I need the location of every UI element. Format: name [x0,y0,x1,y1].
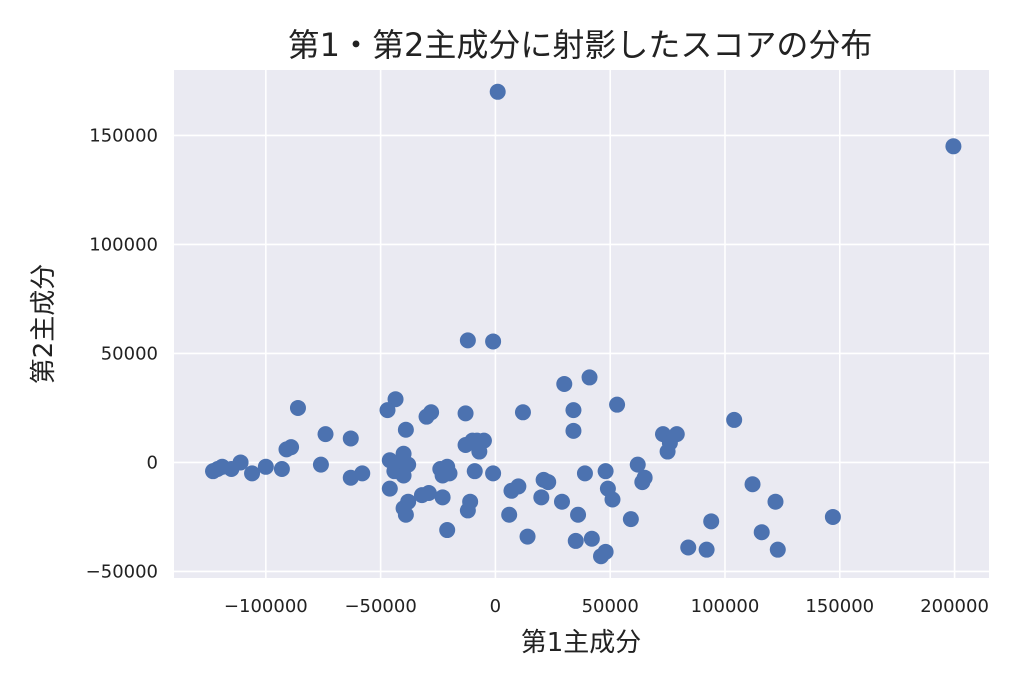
data-point [501,506,518,523]
data-point [457,405,474,422]
data-point [342,469,359,486]
data-point [395,467,412,484]
chart-title: 第1・第2主成分に射影したスコアの分布 [288,26,873,64]
data-point [634,474,651,491]
data-point [459,332,476,349]
data-point [824,508,841,525]
data-point [397,506,414,523]
data-point [510,478,527,495]
data-point [769,541,786,558]
data-point [668,426,685,443]
x-tick-labels: −100000 −50000 0 50000 100000 150000 200000 [224,596,989,617]
data-point [567,532,584,549]
grid-lines [174,70,989,578]
plot-area [174,70,989,578]
x-tick-label: 0 [490,596,501,617]
y-tick-labels: −50000 0 50000 100000 150000 [86,125,158,582]
data-point [604,491,621,508]
data-point [629,456,646,473]
data-point [565,422,582,439]
data-point [342,430,359,447]
data-point [767,493,784,510]
data-point [289,399,306,416]
data-point [744,476,761,493]
data-point [726,411,743,428]
data-point [489,83,506,100]
data-point [439,522,456,539]
data-point [397,421,414,438]
data-point [434,467,451,484]
data-point [466,463,483,480]
y-axis-label: 第2主成分 [29,264,59,385]
data-point [659,443,676,460]
data-point [485,333,502,350]
x-tick-label: 150000 [805,596,874,617]
data-point [565,402,582,419]
data-point [576,465,593,482]
data-point [703,513,720,530]
data-point [273,460,290,477]
data-point [583,530,600,547]
data-point [556,375,573,392]
x-axis-label: 第1主成分 [521,628,642,658]
data-point [381,480,398,497]
x-tick-label: 200000 [920,596,989,617]
data-point [471,443,488,460]
data-point [540,474,557,491]
data-point [680,539,697,556]
data-point [434,489,451,506]
data-point [485,465,502,482]
data-point [257,458,274,475]
data-point [533,489,550,506]
data-point [514,404,531,421]
data-point [379,402,396,419]
data-point [570,506,587,523]
data-point [459,502,476,519]
data-point [597,543,614,560]
y-tick-label: 100000 [89,234,158,255]
data-point [581,369,598,386]
data-point [519,528,536,545]
y-tick-label: 50000 [101,343,158,364]
data-point [622,511,639,528]
data-point [278,441,295,458]
data-points [205,83,962,565]
data-point [457,437,474,454]
x-tick-label: −50000 [344,596,416,617]
data-point [317,426,334,443]
data-point [553,493,570,510]
data-point [597,463,614,480]
x-tick-label: −100000 [224,596,308,617]
y-tick-label: −50000 [86,561,158,582]
data-point [418,408,435,425]
x-tick-label: 100000 [691,596,760,617]
data-point [312,456,329,473]
data-point [698,541,715,558]
data-point [420,484,437,501]
y-tick-label: 150000 [89,125,158,146]
y-tick-label: 0 [147,452,158,473]
data-point [753,524,770,541]
data-point [945,138,962,155]
data-point [244,465,261,482]
data-point [223,460,240,477]
data-point [609,396,626,413]
data-point [205,463,222,480]
x-tick-label: 50000 [582,596,639,617]
